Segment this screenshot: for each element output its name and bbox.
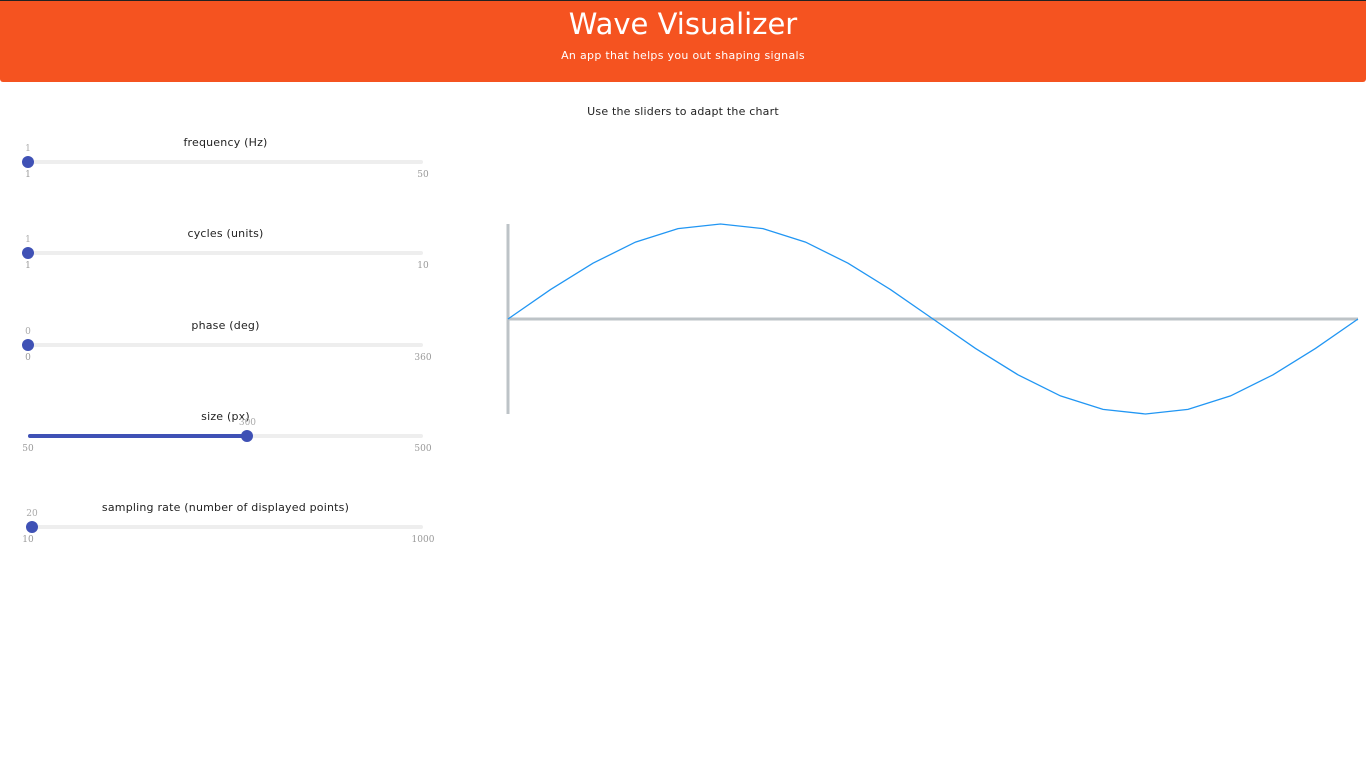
phase-value: 0: [25, 327, 31, 337]
frequency-value: 1: [25, 144, 31, 154]
frequency-slider-track[interactable]: [28, 160, 423, 164]
phase-label: phase (deg): [191, 319, 260, 332]
frequency-max: 50: [417, 170, 429, 180]
sampling-rate-label: sampling rate (number of displayed point…: [101, 501, 350, 514]
phase-max: 360: [414, 353, 432, 363]
size-slider-fill: [28, 434, 248, 438]
sampling-rate-value: 20: [26, 509, 38, 519]
app-title: Wave Visualizer: [568, 7, 798, 41]
phase-slider-group: phase (deg) 0 0 360: [22, 318, 432, 378]
size-max: 500: [414, 444, 432, 454]
phase-slider-thumb[interactable]: [22, 339, 34, 351]
cycles-min: 1: [25, 261, 31, 271]
size-value: 300: [238, 418, 257, 428]
instruction-text: Use the sliders to adapt the chart: [587, 105, 779, 118]
sampling-rate-slider-thumb[interactable]: [25, 521, 38, 533]
wave-chart: [506, 223, 1359, 415]
sine-wave-line: [507, 223, 1359, 415]
size-min: 50: [22, 444, 34, 454]
cycles-label: cycles (units): [187, 227, 264, 240]
cycles-max: 10: [417, 261, 429, 271]
cycles-slider-group: cycles (units) 1 1 10: [22, 226, 429, 286]
frequency-slider-group: frequency (Hz) 1 1 50: [22, 135, 429, 195]
cycles-slider-track[interactable]: [28, 251, 423, 255]
frequency-label: frequency (Hz): [183, 136, 268, 149]
cycles-value: 1: [25, 235, 31, 245]
size-slider-thumb[interactable]: [241, 430, 254, 442]
sampling-rate-slider-group: sampling rate (number of displayed point…: [22, 500, 434, 560]
frequency-min: 1: [25, 170, 31, 180]
sampling-rate-max: 1000: [411, 535, 435, 545]
size-label: size (px): [201, 410, 250, 423]
app-header: Wave Visualizer An app that helps you ou…: [0, 0, 1366, 82]
phase-min: 0: [25, 353, 31, 363]
frequency-slider-thumb[interactable]: [22, 156, 34, 168]
phase-slider-track[interactable]: [28, 343, 423, 347]
sampling-rate-min: 10: [22, 535, 34, 545]
size-slider-group: size (px) 300 50 500: [22, 409, 431, 469]
sampling-rate-slider-track[interactable]: [28, 525, 423, 529]
cycles-slider-thumb[interactable]: [22, 247, 34, 259]
app-subtitle: An app that helps you out shaping signal…: [561, 49, 805, 62]
